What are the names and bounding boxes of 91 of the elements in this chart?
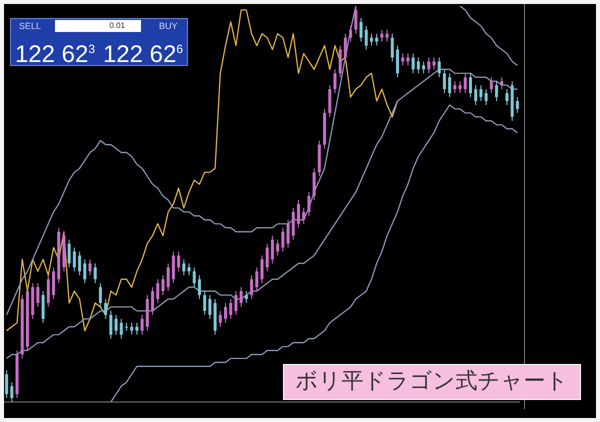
- candlestick: [255, 266, 258, 292]
- candlestick: [432, 56, 436, 70]
- candlestick: [120, 318, 123, 340]
- candlestick: [375, 33, 378, 46]
- candlestick: [68, 239, 71, 268]
- candlestick: [442, 68, 446, 94]
- candlestick: [276, 239, 280, 256]
- candlestick: [188, 262, 191, 276]
- candlestick: [156, 278, 160, 304]
- candlestick: [390, 33, 394, 62]
- candlestick: [52, 266, 56, 300]
- candlestick: [224, 302, 228, 324]
- candlestick: [109, 310, 112, 340]
- candlestick: [292, 207, 295, 240]
- candlestick: [270, 235, 274, 264]
- candlestick: [296, 200, 300, 228]
- candlestick: [46, 274, 50, 308]
- candlestick: [182, 258, 186, 276]
- candlestick: [88, 258, 92, 276]
- candlestick: [386, 29, 389, 42]
- candlestick: [505, 88, 508, 106]
- candlestick: [10, 382, 14, 402]
- annotation: ボリ平ドラゴン式チャート: [283, 364, 581, 400]
- candlestick: [192, 266, 196, 288]
- candlestick: [448, 72, 452, 98]
- candlestick: [42, 290, 45, 324]
- candlestick: [364, 25, 368, 50]
- candlestick: [453, 80, 456, 94]
- candlestick: [177, 251, 180, 272]
- candlestick: [360, 17, 363, 42]
- candlestick: [307, 192, 310, 216]
- annotation: 122 62$^{6}$: [102, 41, 184, 68]
- candlestick: [114, 314, 118, 336]
- candlestick: [151, 286, 154, 316]
- candlestick: [370, 33, 373, 46]
- candlestick: [458, 80, 462, 94]
- candlestick: [286, 219, 290, 248]
- candlestick: [484, 88, 488, 106]
- candlestick: [140, 314, 144, 336]
- candlestick: [500, 76, 504, 90]
- candlestick: [229, 298, 232, 320]
- candlestick: [36, 282, 40, 308]
- candlestick: [250, 274, 254, 300]
- annotation: BUY: [159, 21, 178, 31]
- candlestick: [338, 45, 342, 78]
- candlestick: [344, 33, 347, 62]
- candlestick: [302, 207, 306, 224]
- annotation: 0.01: [55, 20, 141, 32]
- candlestick: [78, 251, 82, 276]
- candlestick: [104, 298, 108, 320]
- candlestick: [490, 76, 493, 94]
- candlestick: [218, 310, 222, 328]
- candlestick: [94, 262, 97, 284]
- annotation: SELL: [19, 21, 42, 31]
- candlestick: [412, 53, 415, 74]
- candlestick: [422, 60, 426, 74]
- candlestick: [72, 247, 76, 272]
- candlestick: [161, 274, 164, 296]
- candlestick: [172, 251, 175, 284]
- candlestick: [468, 72, 472, 98]
- candlestick: [240, 286, 243, 308]
- candlestick: [244, 290, 248, 304]
- candlestick: [5, 370, 8, 399]
- candlestick: [464, 72, 467, 94]
- candlestick: [98, 282, 102, 308]
- candlestick: [479, 84, 482, 102]
- candlestick: [416, 56, 420, 74]
- candlestick: [166, 262, 170, 292]
- candlestick: [401, 53, 404, 66]
- candlestick: [198, 274, 201, 300]
- candlestick: [208, 294, 212, 320]
- candlestick: [281, 227, 284, 252]
- candlestick: [427, 56, 430, 74]
- candlestick: [349, 25, 352, 42]
- candlestick: [260, 254, 264, 284]
- candlestick: [354, 6, 358, 34]
- candlestick: [312, 168, 316, 201]
- candlestick: [495, 80, 498, 102]
- candlestick: [328, 84, 332, 118]
- candlestick: [83, 258, 86, 284]
- candlestick: [333, 68, 336, 94]
- candlestick: [406, 53, 410, 66]
- candlestick: [266, 243, 269, 272]
- candlestick: [474, 84, 478, 106]
- candlestick: [234, 290, 238, 316]
- candlestick: [396, 45, 400, 78]
- candlestick: [516, 96, 519, 114]
- candlestick: [380, 29, 384, 42]
- candlestick: [438, 56, 441, 78]
- candlestick: [203, 290, 206, 316]
- annotation: 122 62$^{3}$: [14, 41, 96, 68]
